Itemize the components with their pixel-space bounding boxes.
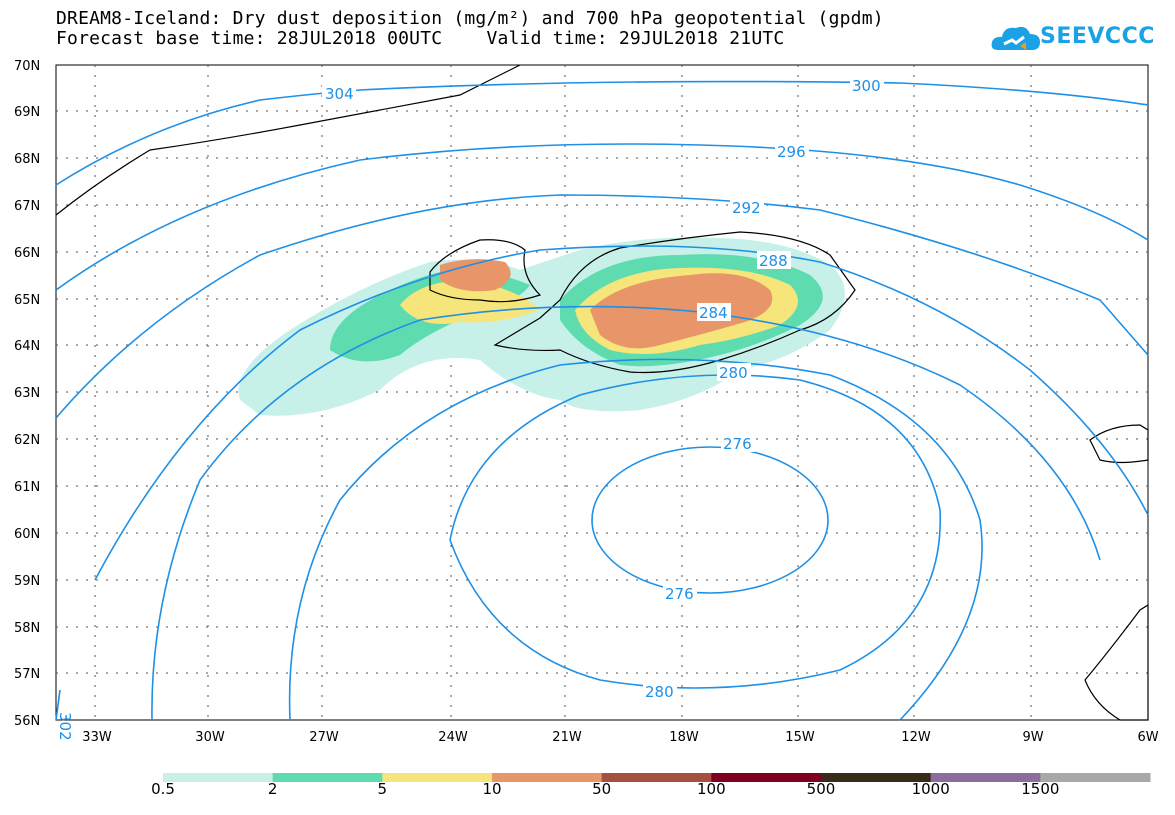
lon-labels: 33W 30W 27W 24W 21W 18W 15W 12W 9W 6W bbox=[82, 730, 1158, 745]
lon-label: 33W bbox=[82, 730, 112, 745]
lon-label: 27W bbox=[309, 730, 339, 745]
lat-label: 62N bbox=[14, 433, 40, 448]
contour-label: 276 bbox=[723, 435, 752, 453]
lon-label: 9W bbox=[1022, 730, 1043, 745]
lat-label: 57N bbox=[14, 667, 40, 682]
legend-swatch bbox=[272, 773, 383, 782]
contour-label: 300 bbox=[852, 77, 881, 95]
contour-label: 292 bbox=[732, 199, 761, 217]
lon-label: 21W bbox=[552, 730, 582, 745]
lat-label: 63N bbox=[14, 386, 40, 401]
legend-label: 50 bbox=[592, 780, 612, 798]
lat-label: 58N bbox=[14, 621, 40, 636]
legend-colorbar bbox=[163, 773, 1151, 782]
legend-label: 1000 bbox=[911, 780, 950, 798]
geopotential-contours bbox=[55, 80, 1149, 721]
legend-swatch bbox=[601, 773, 712, 782]
graticule bbox=[56, 65, 1148, 720]
legend-label: 2 bbox=[267, 780, 278, 798]
lat-label: 69N bbox=[14, 105, 40, 120]
contour-label: 280 bbox=[719, 364, 748, 382]
lat-labels: 70N 69N 68N 67N 66N 65N 64N 63N 62N 61N … bbox=[14, 59, 40, 729]
dust-deposition-field bbox=[238, 237, 846, 416]
lat-label: 65N bbox=[14, 293, 40, 308]
lon-label: 6W bbox=[1137, 730, 1158, 745]
legend-swatch bbox=[492, 773, 603, 782]
lat-label: 56N bbox=[14, 714, 40, 729]
legend-swatch bbox=[382, 773, 493, 782]
contour-label: 304 bbox=[325, 85, 354, 103]
lon-label: 24W bbox=[438, 730, 468, 745]
contour-label: 288 bbox=[759, 252, 788, 270]
legend-swatch bbox=[930, 773, 1041, 782]
lat-label: 64N bbox=[14, 339, 40, 354]
legend-label: 10 bbox=[482, 780, 502, 798]
lat-label: 67N bbox=[14, 199, 40, 214]
map-title-line2: Forecast base time: 28JUL2018 00UTC Vali… bbox=[56, 28, 785, 49]
lat-label: 59N bbox=[14, 574, 40, 589]
coastline bbox=[55, 64, 1149, 721]
legend-label: 1500 bbox=[1021, 780, 1060, 798]
legend-swatch bbox=[711, 773, 822, 782]
contour-label: 302 bbox=[56, 712, 74, 741]
lat-label: 70N bbox=[14, 59, 40, 74]
lat-label: 68N bbox=[14, 152, 40, 167]
legend-label: 100 bbox=[697, 780, 726, 798]
cloud-logo-icon bbox=[991, 26, 1040, 50]
contour-labels: 304 300 296 292 288 284 280 276 276 280 … bbox=[56, 76, 884, 741]
legend-swatch bbox=[821, 773, 932, 782]
legend-label: 500 bbox=[806, 780, 836, 798]
lat-label: 60N bbox=[14, 527, 40, 542]
legend-swatch bbox=[1040, 773, 1151, 782]
lon-label: 15W bbox=[785, 730, 815, 745]
lon-label: 30W bbox=[195, 730, 225, 745]
contour-label: 276 bbox=[665, 585, 694, 603]
contour-label: 296 bbox=[777, 143, 806, 161]
lat-label: 61N bbox=[14, 480, 40, 495]
logo-text: SEEVCCC bbox=[1040, 24, 1155, 49]
lat-label: 66N bbox=[14, 246, 40, 261]
legend-label: 5 bbox=[377, 780, 388, 798]
legend-label: 0.5 bbox=[151, 780, 175, 798]
map-title-line1: DREAM8-Iceland: Dry dust deposition (mg/… bbox=[56, 8, 884, 29]
contour-label: 280 bbox=[645, 683, 674, 701]
contour-label: 284 bbox=[699, 304, 728, 322]
lon-label: 12W bbox=[901, 730, 931, 745]
legend-swatch bbox=[163, 773, 274, 782]
lon-label: 18W bbox=[669, 730, 699, 745]
